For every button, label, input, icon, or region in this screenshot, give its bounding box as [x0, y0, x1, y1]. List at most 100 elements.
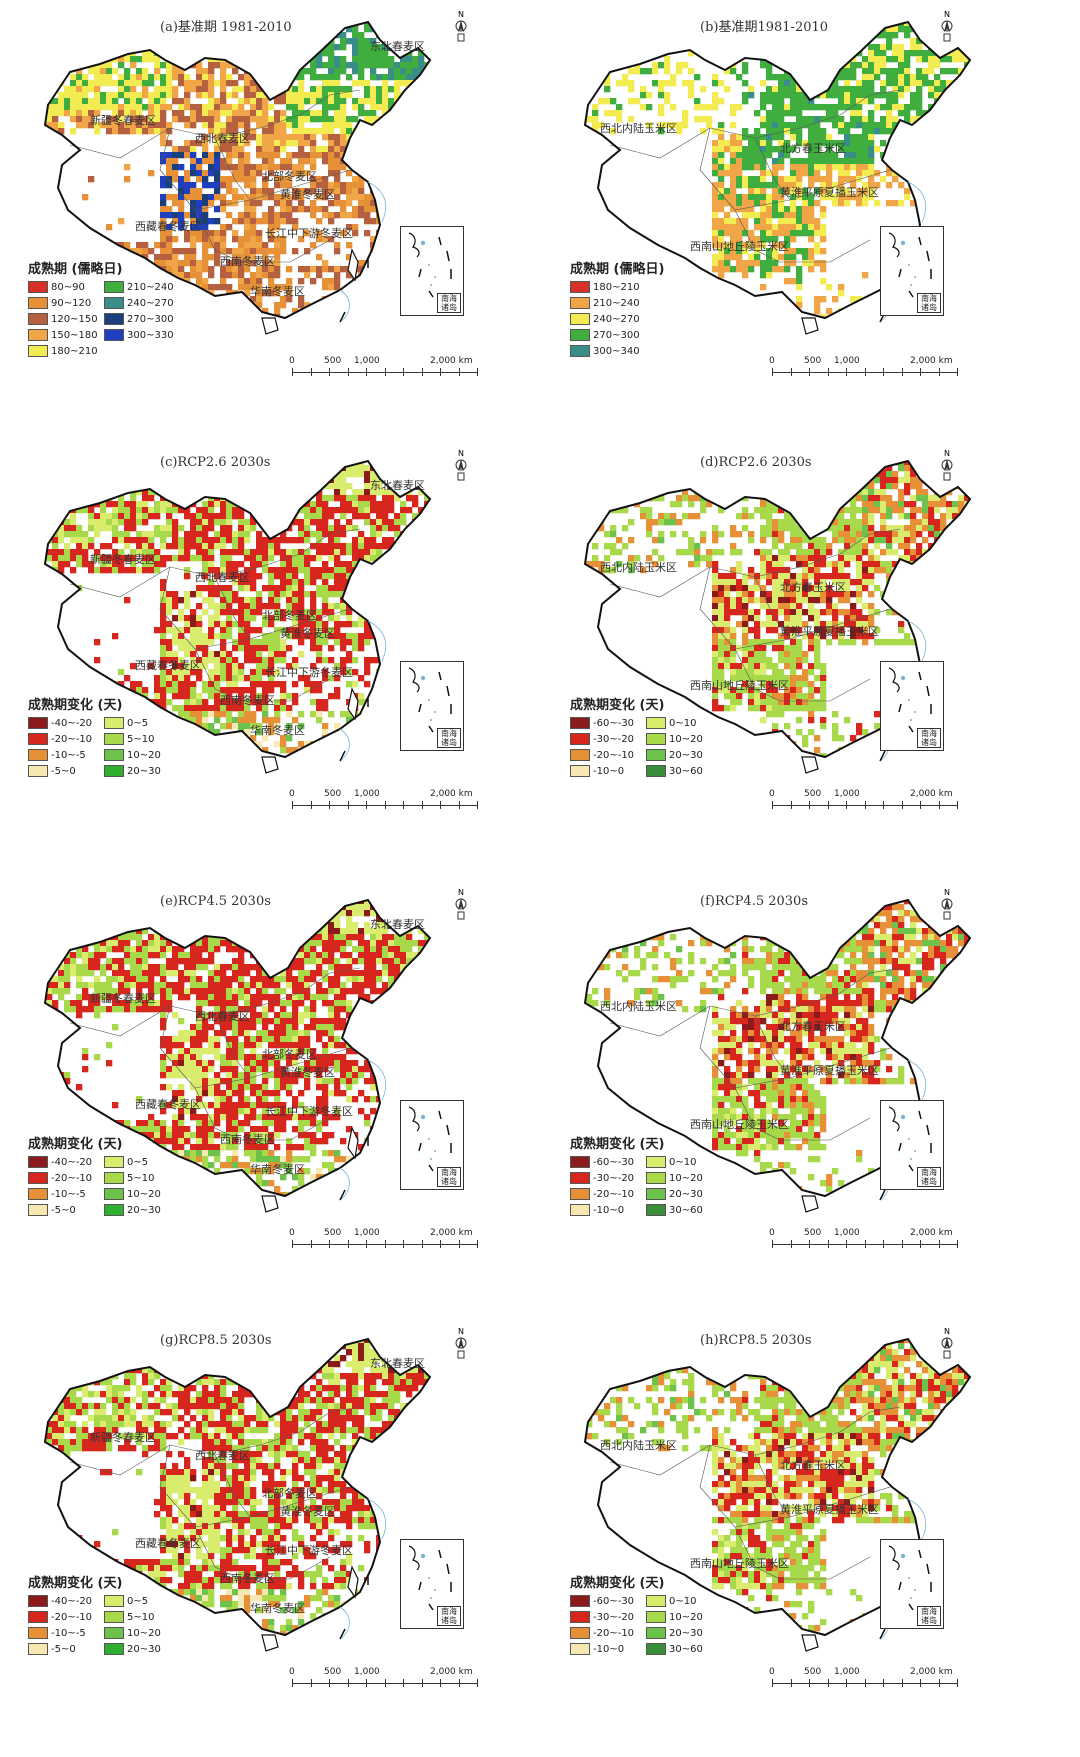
scale-label: 500 [324, 1228, 342, 1238]
legend-label: 80~90 [51, 281, 85, 293]
scale-tick [329, 801, 330, 809]
china-map [583, 898, 972, 1213]
scale-bar: 0 500 1,000 2,000 km [289, 356, 492, 382]
scale-label: 1,000 [354, 356, 380, 366]
legend-label: 0~10 [669, 1156, 697, 1168]
scale-tick [347, 1679, 349, 1687]
scale-tick [901, 801, 903, 809]
scale-tick [329, 1679, 330, 1687]
legend-label: 180~210 [593, 281, 640, 293]
region-label: 长江中下游冬麦区 [265, 1544, 353, 1557]
legend-swatch [570, 749, 590, 761]
legend-item: -20~-10 [28, 1610, 104, 1624]
scale-label: 500 [804, 356, 822, 366]
legend-swatch [104, 281, 124, 293]
map-panel: (g)RCP8.5 2030s 东北春麦区 新疆冬春麦区 西北春麦区 北部冬麦区 黄淮冬麦… [0, 1317, 540, 1756]
scale-tick [920, 368, 921, 376]
china-outline [43, 20, 432, 320]
legend-item: -5~0 [28, 764, 104, 778]
scale-tick [347, 1240, 349, 1248]
scale-label: 2,000 km [430, 356, 473, 366]
inset-label: 南海诸岛 [917, 728, 941, 748]
scale-tick [440, 1240, 441, 1248]
region-label: 北部冬麦区 [262, 170, 317, 183]
legend-label: 150~180 [51, 329, 98, 341]
china-outline [583, 459, 972, 759]
china-map [583, 1337, 972, 1652]
legend-item: 80~90 [28, 280, 104, 294]
panel-title: (c)RCP2.6 2030s [160, 455, 271, 470]
legend-swatch [104, 1156, 124, 1168]
legend-title: 成熟期变化 (天) [570, 1137, 665, 1152]
legend-label: 10~20 [127, 1188, 161, 1200]
scale-tick [384, 1679, 386, 1687]
scale-label: 0 [769, 789, 775, 799]
china-map [43, 1337, 432, 1652]
legend-swatch [570, 329, 590, 341]
scale-tick [347, 368, 349, 376]
legend-label: -10~-5 [51, 1188, 86, 1200]
legend-item: 5~10 [104, 1610, 180, 1624]
legend-label: 20~30 [669, 749, 703, 761]
legend-item: -60~-30 [570, 1594, 646, 1608]
legend-swatch [570, 1172, 590, 1184]
legend-label: -5~0 [51, 765, 76, 777]
legend-label: -30~-20 [593, 1611, 635, 1623]
scale-bar: 0 500 1,000 2,000 km [769, 1667, 972, 1693]
scale-tick [477, 1240, 478, 1248]
legend-item: -40~-20 [28, 1594, 104, 1608]
inset-label: 南海诸岛 [437, 728, 461, 748]
scale-tick [366, 368, 367, 376]
legend-item: 5~10 [104, 732, 180, 746]
legend-label: 210~240 [127, 281, 174, 293]
map-panel: (f)RCP4.5 2030s 西北内陆玉米区 北方春玉米区 黄淮平原夏播玉米区 西南山… [540, 878, 1080, 1317]
legend-swatch [104, 297, 124, 309]
legend-item: 20~30 [104, 1642, 180, 1656]
legend-swatch [570, 1156, 590, 1168]
scale-tick [864, 1240, 866, 1248]
legend-swatch [646, 717, 666, 729]
legend-label: 90~120 [51, 297, 92, 309]
legend-item: 0~5 [104, 716, 180, 730]
scale-tick [366, 801, 367, 809]
north-arrow-icon: N [455, 888, 467, 920]
legend-item: 30~60 [646, 764, 722, 778]
legend-item: 0~5 [104, 1594, 180, 1608]
scale-tick [458, 1679, 460, 1687]
scale-tick [846, 1679, 847, 1687]
map-panel: (a)基准期 1981-2010 东北春麦区 新疆冬春麦区 西北春麦区 北部冬麦区 黄淮冬… [0, 0, 540, 439]
scale-tick [938, 1240, 940, 1248]
region-label: 西北内陆玉米区 [600, 1000, 677, 1013]
scale-tick [790, 1679, 792, 1687]
legend: 成熟期 (儒略日) 180~210 210~240 240~270 270~300 300… [570, 258, 664, 358]
scale-tick [440, 368, 441, 376]
china-outline [43, 1337, 432, 1637]
scale-tick [864, 1679, 866, 1687]
legend-label: -20~-10 [593, 1188, 635, 1200]
legend-item: 150~180 [28, 328, 104, 342]
scale-tick [827, 1240, 829, 1248]
legend-swatch [104, 1611, 124, 1623]
scale-label: 0 [769, 356, 775, 366]
south-china-sea-inset: 南海诸岛 [880, 1100, 944, 1190]
legend-label: 10~20 [669, 1611, 703, 1623]
inset-label: 南海诸岛 [917, 293, 941, 313]
legend-label: 0~5 [127, 1156, 149, 1168]
legend-title: 成熟期变化 (天) [570, 698, 665, 713]
region-label: 西北内陆玉米区 [600, 561, 677, 574]
legend-label: -20~-10 [593, 749, 635, 761]
china-outline [43, 898, 432, 1198]
scale-tick [329, 1240, 330, 1248]
panel-title: (d)RCP2.6 2030s [700, 455, 812, 470]
scale-tick [421, 801, 423, 809]
legend-item: -40~-20 [28, 1155, 104, 1169]
region-label: 新疆冬春麦区 [90, 553, 156, 566]
scale-tick [310, 1679, 312, 1687]
scale-tick [477, 368, 478, 376]
legend-label: 0~5 [127, 717, 149, 729]
scale-tick [477, 1679, 478, 1687]
legend-label: -40~-20 [51, 1156, 93, 1168]
scale-tick [421, 368, 423, 376]
scale-label: 0 [289, 1667, 295, 1677]
scale-label: 1,000 [834, 1228, 860, 1238]
